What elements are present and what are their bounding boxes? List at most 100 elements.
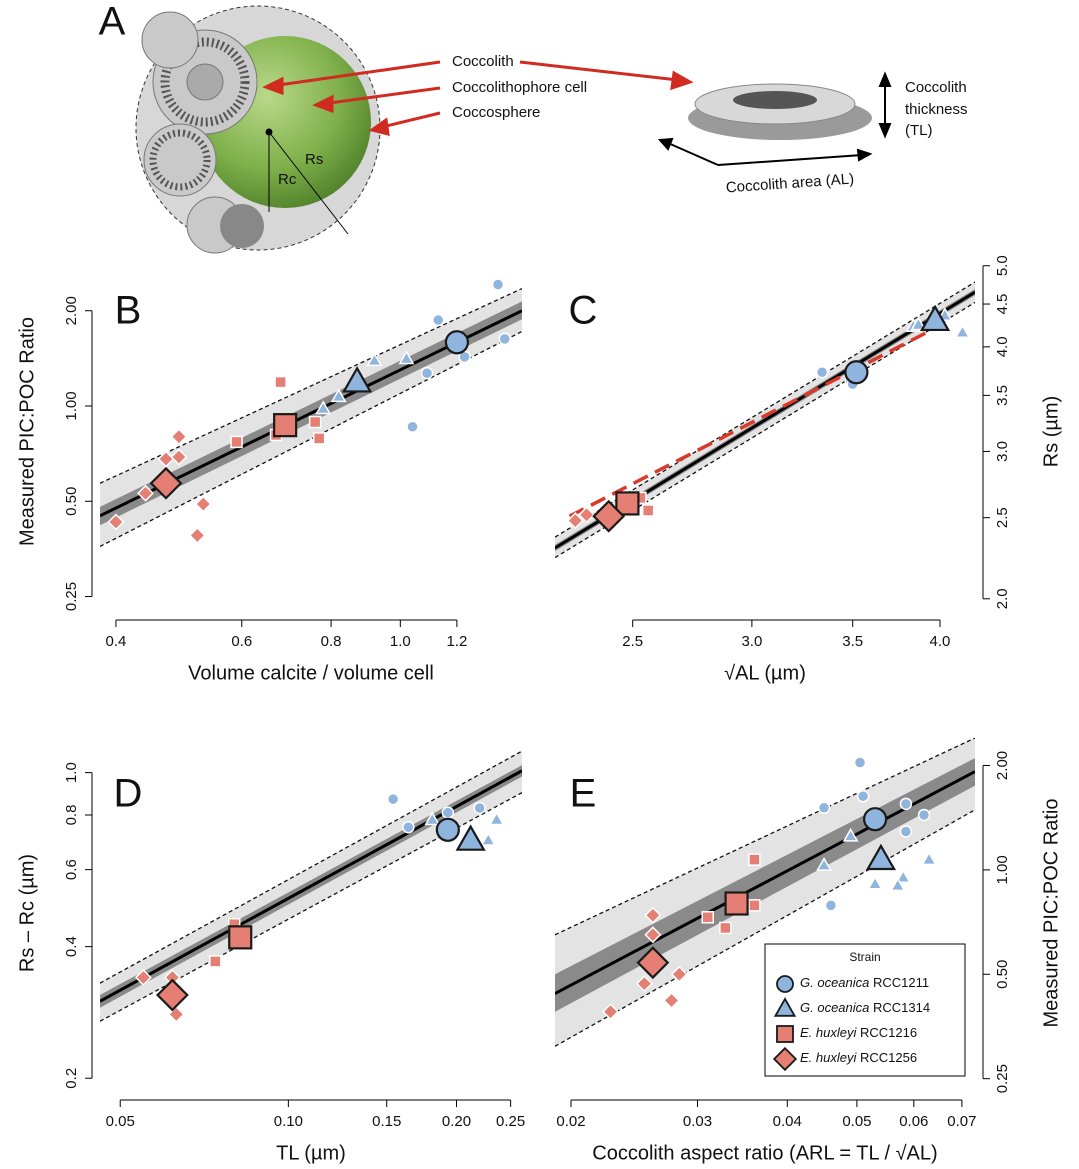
prediction-line [555, 809, 975, 1047]
y-tick-label: 4.0 [994, 336, 1011, 357]
mean-point [455, 824, 486, 851]
point [899, 797, 913, 811]
point [188, 526, 206, 544]
mean-point [724, 891, 749, 916]
mean-point [636, 946, 670, 980]
panel-label: E [570, 772, 597, 816]
point [134, 969, 152, 986]
label-thickness: Coccolith [905, 79, 967, 96]
x-axis-label: TL (µm) [276, 1142, 346, 1164]
label-coccolith: Coccolith [452, 53, 514, 70]
point [170, 428, 188, 446]
point [748, 853, 761, 866]
x-tick-label: 0.06 [899, 1113, 928, 1130]
point [635, 975, 653, 993]
point [663, 992, 680, 1010]
x-axis-label: Coccolith aspect ratio (ARL = TL / √AL) [592, 1142, 937, 1164]
point [644, 906, 662, 924]
prediction-line [100, 330, 522, 548]
fit-line [100, 769, 522, 1003]
legend-label: G. oceanica RCC1211 [800, 975, 929, 990]
x-tick-label: 0.25 [496, 1113, 525, 1130]
point [488, 811, 505, 826]
y-tick-label: 1.00 [63, 391, 80, 420]
point [889, 877, 906, 892]
mean-point [149, 466, 183, 500]
x-tick-label: 1.2 [446, 633, 467, 650]
mean-point [592, 499, 626, 533]
point [406, 420, 419, 433]
legend-label: E. huxleyi RCC1256 [800, 1050, 917, 1065]
point [441, 806, 455, 819]
y-axis-label: Measured PIC:POC Ratio [16, 317, 38, 546]
point [209, 955, 222, 968]
point [853, 756, 867, 769]
panel-a: A Rc Rs Coccolith Coccolithophore cell C… [99, 0, 968, 254]
point [315, 400, 332, 415]
plot-area [100, 750, 522, 1023]
x-tick-label: 0.6 [231, 633, 252, 650]
mean-point [435, 817, 460, 842]
y-tick-label: 0.6 [63, 859, 80, 880]
y-axis-label: Measured PIC:POC Ratio [1040, 799, 1062, 1028]
panel-label: A [99, 0, 126, 44]
mean-point [844, 360, 869, 385]
point [274, 375, 287, 389]
x-tick-label: 0.05 [842, 1113, 871, 1130]
point [748, 899, 761, 912]
plot-area [100, 278, 522, 548]
point [498, 332, 512, 346]
x-tick-label: 0.07 [947, 1113, 976, 1130]
panel-label: D [114, 772, 143, 816]
red-arrows [262, 60, 694, 136]
point [910, 316, 927, 331]
prediction-line [555, 738, 975, 936]
point [167, 1005, 185, 1023]
y-tick-label: 2.5 [994, 507, 1011, 528]
mean-point [919, 304, 951, 332]
x-tick-label: 0.02 [556, 1113, 585, 1130]
point [398, 350, 415, 365]
point [824, 899, 838, 912]
point [917, 808, 931, 822]
point [670, 965, 688, 983]
mean-point [862, 807, 888, 832]
panel-label: B [115, 289, 142, 333]
legend-marker [776, 1025, 794, 1043]
point [366, 352, 383, 367]
y-tick-label: 2.00 [994, 751, 1011, 780]
point [402, 821, 415, 834]
x-tick-label: 0.04 [773, 1113, 802, 1130]
rs-arrow [268, 131, 349, 235]
panel-label: C [569, 289, 598, 333]
point [921, 851, 937, 866]
legend-marker [773, 997, 797, 1017]
prediction-line [555, 281, 975, 538]
x-tick-label: 0.15 [372, 1113, 401, 1130]
label-thickness: (TL) [905, 122, 933, 139]
mean-point [865, 843, 897, 871]
mean-point [341, 366, 373, 393]
y-tick-label: 0.8 [63, 805, 80, 826]
mean-point [155, 978, 189, 1012]
measure-arrows [657, 71, 892, 166]
label-coccosphere: Coccosphere [452, 104, 540, 121]
point [432, 313, 445, 327]
y-tick-label: 1.0 [63, 762, 80, 783]
reference-line [568, 324, 941, 518]
point [194, 495, 212, 513]
mean-point [273, 413, 298, 438]
point [566, 512, 584, 530]
y-tick-label: 3.5 [994, 385, 1011, 406]
x-tick-label: 0.10 [274, 1113, 303, 1130]
legend: Strain G. oceanica RCC1211 G. oceanica RCC… [764, 943, 966, 1077]
point [816, 857, 832, 871]
y-tick-label: 1.00 [994, 855, 1011, 884]
y-axis-label: Rs – Rc (µm) [16, 854, 38, 972]
y-tick-label: 0.4 [63, 936, 80, 957]
point [856, 790, 870, 803]
y-tick-label: 0.50 [994, 960, 1011, 989]
point [644, 926, 662, 944]
point [137, 484, 154, 502]
point [719, 921, 732, 935]
